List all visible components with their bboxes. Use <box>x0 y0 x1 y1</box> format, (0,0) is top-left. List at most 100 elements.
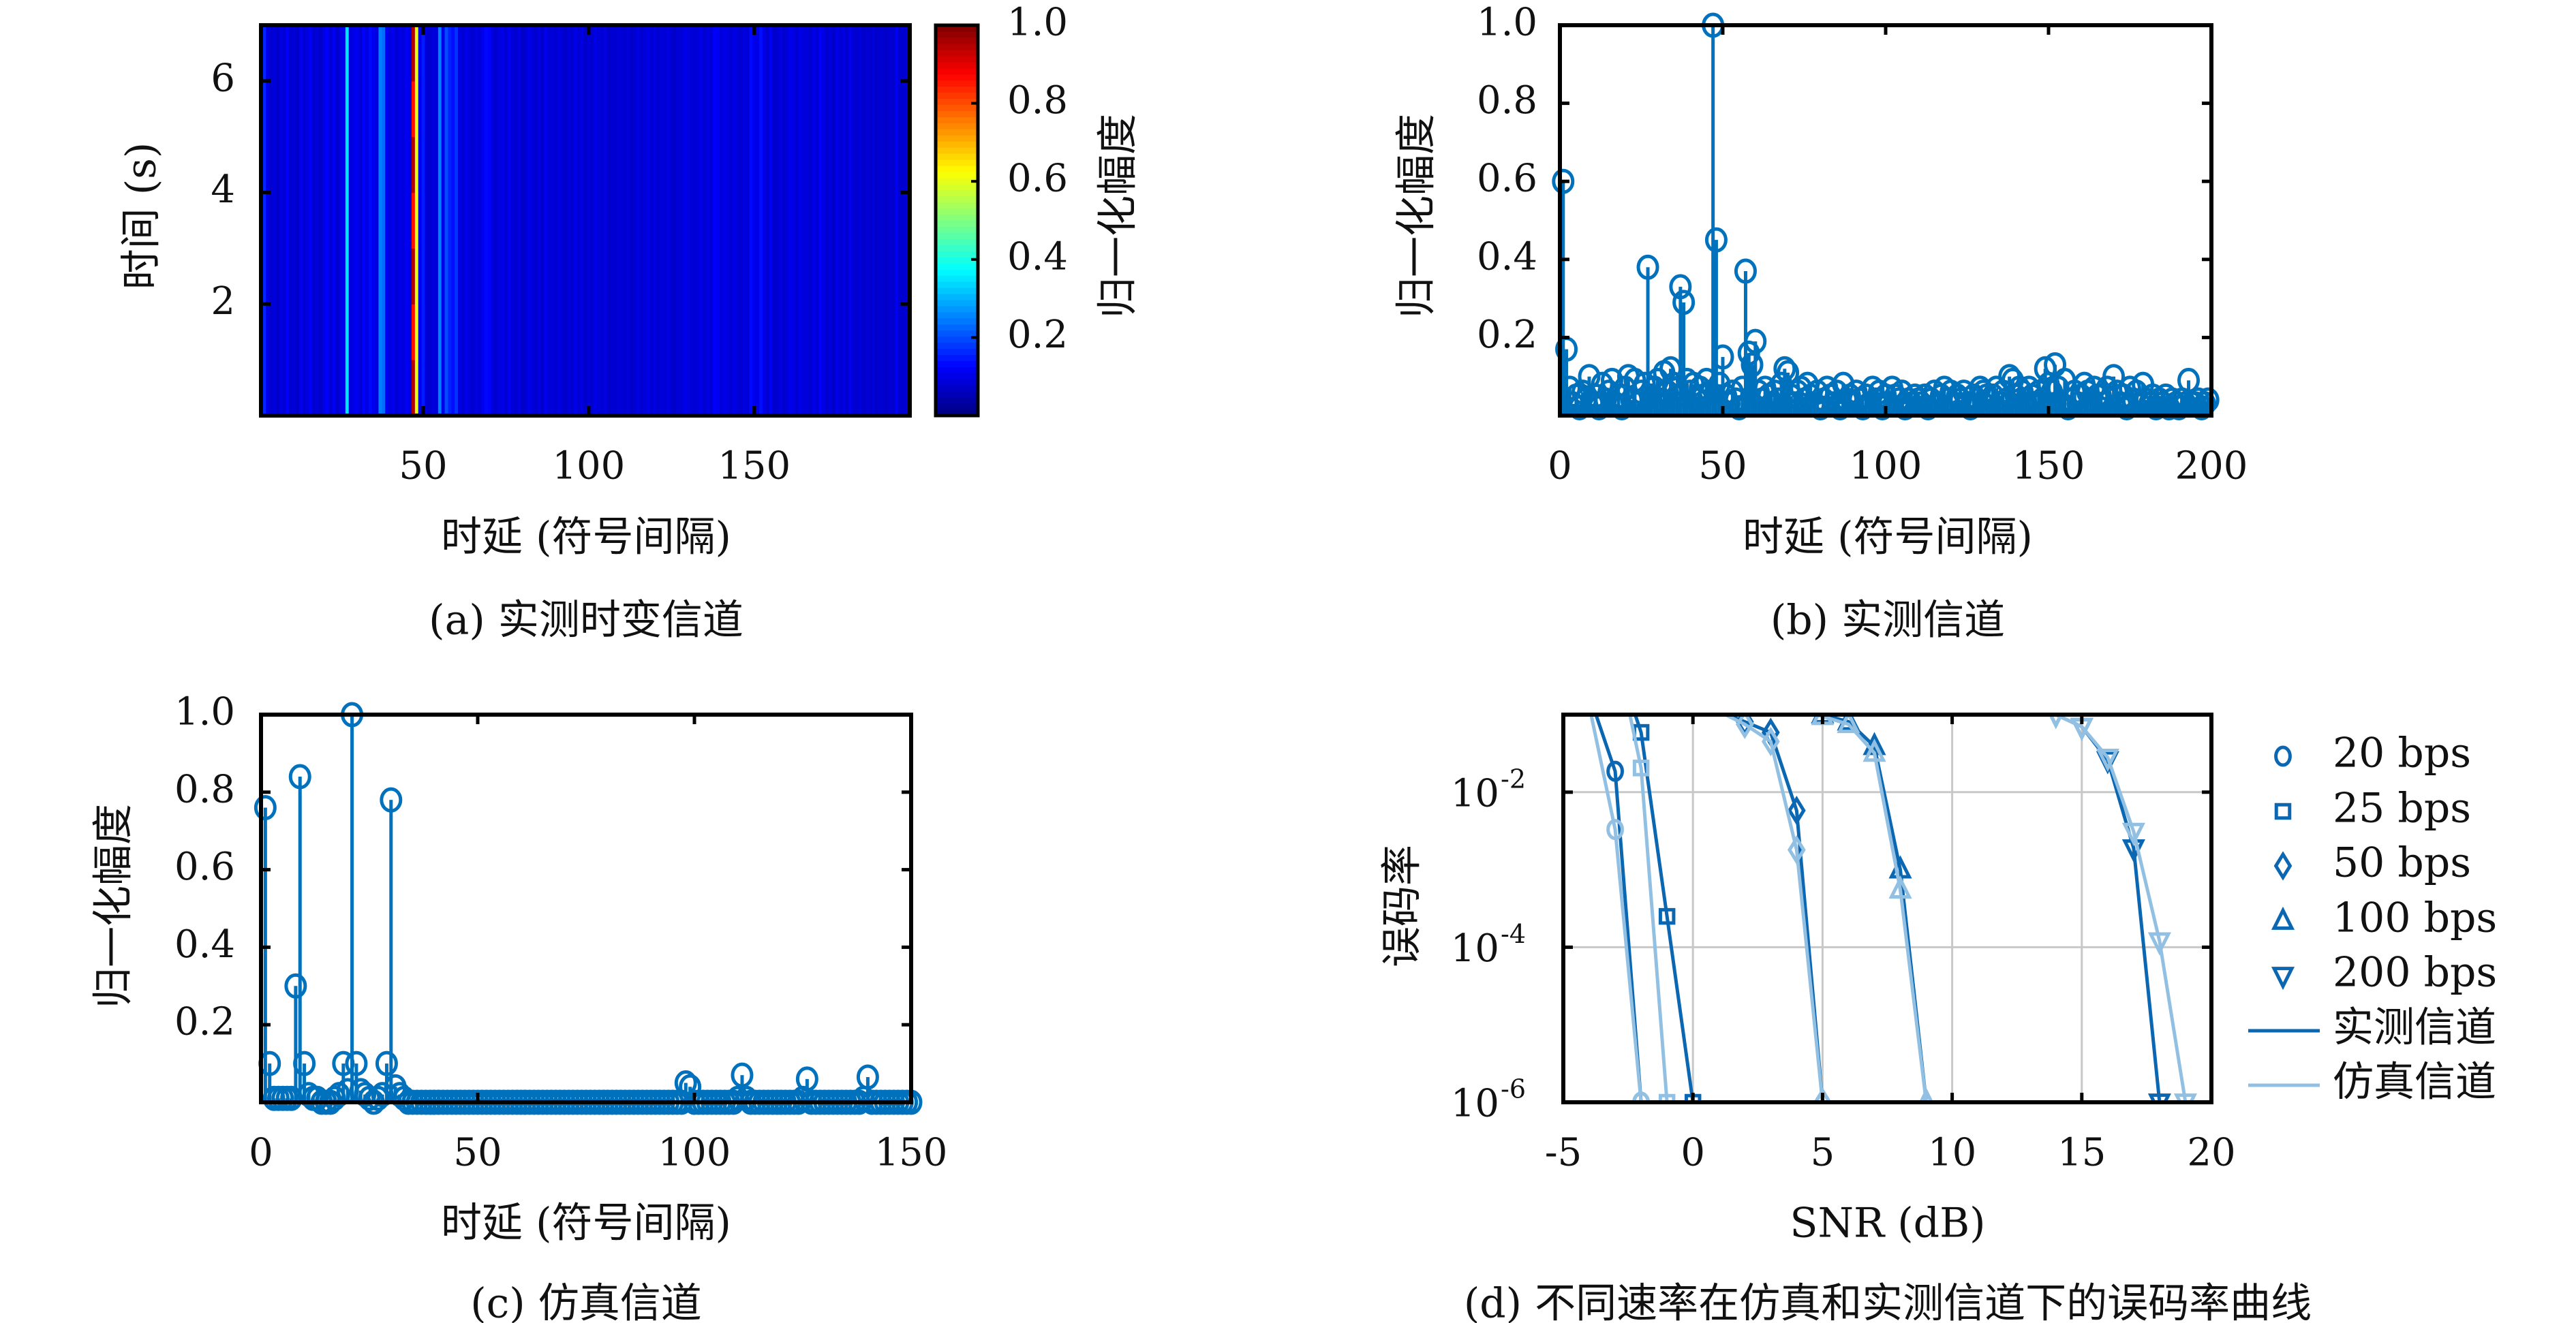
heatmap-cell <box>637 25 641 416</box>
heatmap-cell <box>560 25 565 416</box>
x-tick-label: 0 <box>1548 444 1572 488</box>
heatmap-cell <box>868 25 872 416</box>
heatmap-cell <box>660 25 664 416</box>
heatmap-cell <box>769 25 773 416</box>
heatmap-cell <box>848 25 853 416</box>
y-tick-label: 0.4 <box>1477 234 1537 279</box>
stem-marker <box>1636 254 1659 280</box>
stem-marker <box>856 1064 879 1090</box>
stem-marker <box>1766 387 1790 413</box>
heatmap-cell <box>831 25 836 416</box>
series-line <box>1628 715 1669 1102</box>
heatmap-cell <box>412 360 416 416</box>
marker-triangle-down <box>2147 932 2171 956</box>
x-tick-label: 50 <box>399 444 447 488</box>
heatmap-cell <box>822 25 826 416</box>
marker-diamond <box>1761 726 1780 757</box>
heatmap-cell <box>633 25 637 416</box>
heatmap-cell <box>289 25 293 416</box>
colorbar-frame <box>934 23 980 418</box>
x-tick-label: 100 <box>552 444 625 488</box>
heatmap-cell <box>540 25 545 416</box>
heatmap-cell <box>484 25 489 416</box>
heatmap-cell <box>597 25 601 416</box>
colorbar-segment <box>936 354 978 362</box>
stem-marker <box>1704 227 1728 253</box>
heatmap-cell <box>448 25 452 416</box>
colorbar-segment <box>936 299 978 307</box>
colorbar-segment <box>936 317 978 325</box>
heatmap-cell <box>610 25 614 416</box>
colorbar-segment <box>936 25 978 32</box>
colorbar-segment <box>936 257 978 264</box>
colorbar-segment <box>936 110 978 117</box>
marker-circle <box>1606 819 1624 841</box>
heatmap-cell <box>471 25 475 416</box>
colorbar-segment <box>936 183 978 191</box>
colorbar-segment <box>936 49 978 57</box>
heatmap-cell <box>776 25 780 416</box>
heatmap-cell <box>673 25 677 416</box>
heatmap-cell <box>759 25 763 416</box>
marker-triangle-up <box>1837 715 1860 734</box>
marker-square <box>2274 803 2292 820</box>
marker-circle <box>1606 760 1624 782</box>
heatmap-cell <box>649 25 654 416</box>
colorbar-segment <box>936 293 978 300</box>
heatmap-cell <box>530 25 535 416</box>
stem-marker <box>323 1085 346 1111</box>
stem-marker <box>1959 395 1982 421</box>
axes-frame <box>1561 713 2213 1104</box>
colorbar-segment <box>936 281 978 288</box>
y-tick-label-base: 10 <box>1451 1082 1499 1126</box>
heatmap-cell <box>328 25 333 416</box>
y-tick-label-exponent: -2 <box>1501 764 1526 794</box>
marker-diamond <box>1813 1087 1832 1102</box>
colorbar-segment <box>936 129 978 136</box>
heatmap-cell <box>875 25 879 416</box>
heatmap-cell <box>309 25 313 416</box>
colorbar-segment <box>936 159 978 166</box>
heatmap-cell <box>792 25 797 416</box>
heatmap-cell <box>749 25 753 416</box>
heatmap-cell <box>382 25 386 416</box>
heatmap-cell <box>435 25 439 416</box>
marker-square <box>1658 1093 1676 1102</box>
stem-marker <box>1695 367 1718 393</box>
colorbar-segment <box>936 116 978 123</box>
heatmap-cell <box>690 25 694 416</box>
stem-marker <box>2102 364 2126 390</box>
heatmap-cell <box>646 25 651 416</box>
legend-item: 100 bps <box>2271 894 2497 942</box>
heatmap-cell <box>441 25 446 416</box>
heatmap-cell <box>517 25 521 416</box>
stem-marker <box>1607 383 1630 409</box>
heatmap-cell <box>339 25 343 416</box>
heatmap-cell <box>487 25 492 416</box>
colorbar-segment <box>936 135 978 142</box>
stem-marker <box>1965 387 1989 413</box>
colorbar-segment <box>936 269 978 276</box>
heatmap-cell <box>286 25 290 416</box>
x-tick-label: 150 <box>718 444 791 488</box>
stem-marker <box>375 1050 398 1076</box>
heatmap-cell <box>583 25 588 416</box>
heatmap-cell <box>799 25 803 416</box>
x-tick-label: 0 <box>1681 1131 1705 1175</box>
heatmap-cell <box>567 25 571 416</box>
heatmap-cell <box>395 25 399 416</box>
heatmap-cell <box>425 25 429 416</box>
marker-square <box>1658 907 1676 925</box>
colorbar-segment <box>936 177 978 185</box>
colorbar-segment <box>936 397 978 404</box>
x-axis-label: SNR (dB) <box>1790 1200 1985 1247</box>
panel-a-heatmap: 50 100 150 2 4 6 时延 (符号间隔) 时间 (s) 0.2 0.4 0.6 0.8 1.… <box>118 1 1142 644</box>
heatmap-cell <box>739 25 743 416</box>
heatmap-cell <box>305 25 310 416</box>
colorbar-segment <box>936 373 978 379</box>
heatmap-cell <box>623 25 628 416</box>
marker-circle <box>1632 1091 1651 1102</box>
heatmap-cell <box>319 25 323 416</box>
